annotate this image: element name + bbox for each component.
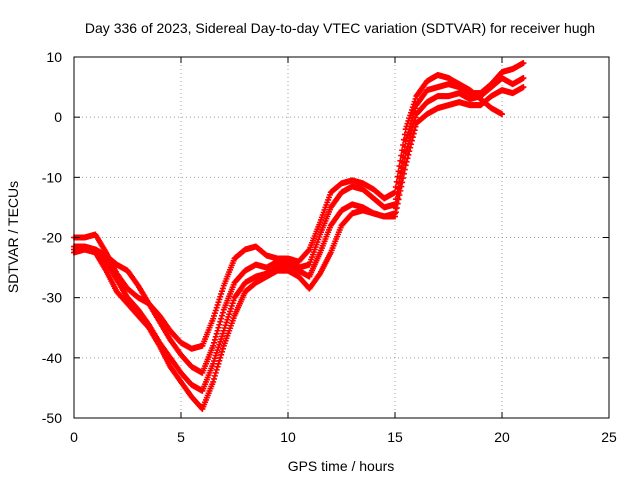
grid-lines [74, 57, 609, 418]
data-point [219, 309, 226, 316]
data-point [392, 210, 398, 217]
data-point [392, 196, 399, 203]
y-tick-label: -10 [42, 169, 62, 185]
data-point [215, 324, 222, 331]
data-point [211, 336, 218, 343]
data-series-trace [71, 75, 527, 394]
data-point [218, 351, 225, 358]
x-tick-label: 20 [494, 429, 510, 445]
data-point [210, 342, 217, 349]
y-tick-label: -50 [42, 410, 62, 426]
data-point [210, 375, 217, 382]
data-series-trace [71, 72, 505, 352]
data-point [520, 60, 527, 67]
axis-ticks: 0 5 10 15 20 25 10 0 -10 -20 -30 -40 -50 [42, 49, 617, 445]
data-point [219, 345, 226, 352]
data-point [392, 205, 399, 212]
data-point [395, 168, 402, 175]
data-point [210, 378, 217, 385]
data-point [213, 366, 220, 373]
y-tick-label: -30 [42, 290, 62, 306]
data-point [217, 354, 224, 361]
data-point [396, 163, 403, 170]
data-point [499, 111, 505, 118]
data-point [214, 363, 221, 370]
data-point [520, 84, 527, 91]
x-tick-label: 25 [601, 429, 617, 445]
x-axis-label: GPS time / hours [288, 458, 395, 474]
data-point [212, 333, 219, 340]
data-point [405, 129, 412, 136]
x-tick-label: 15 [387, 429, 403, 445]
y-tick-label: -20 [42, 230, 62, 246]
data-point [400, 141, 407, 148]
chart-title: Day 336 of 2023, Sidereal Day-to-day VTE… [85, 20, 595, 36]
data-point [392, 201, 398, 208]
data-point [215, 360, 222, 367]
data-point [216, 357, 223, 364]
data-point [520, 75, 527, 82]
data-series-trace [71, 84, 527, 412]
data-point [398, 152, 405, 159]
y-tick-label: 0 [54, 109, 62, 125]
data-point [212, 369, 219, 376]
data-point [401, 131, 408, 138]
data-series-trace [71, 60, 527, 376]
data-point [211, 372, 218, 379]
y-axis-label: SDTVAR / TECUs [5, 181, 21, 293]
x-tick-label: 10 [280, 429, 296, 445]
data-point [219, 348, 226, 355]
data-point [397, 157, 404, 164]
data-series [71, 60, 527, 412]
data-point [216, 321, 223, 328]
y-tick-label: -40 [42, 350, 62, 366]
data-point [305, 247, 312, 254]
data-point [394, 173, 401, 180]
x-tick-label: 0 [70, 429, 78, 445]
data-point [219, 312, 226, 319]
data-point [217, 318, 224, 325]
data-point [214, 327, 221, 334]
data-point [392, 184, 399, 191]
data-point [213, 330, 220, 337]
data-point [218, 315, 225, 322]
y-tick-label: 10 [46, 49, 62, 65]
data-point [392, 189, 398, 196]
data-point [210, 339, 217, 346]
data-point [393, 178, 400, 185]
x-tick-label: 5 [177, 429, 185, 445]
data-point [400, 136, 407, 143]
data-point [399, 147, 406, 154]
